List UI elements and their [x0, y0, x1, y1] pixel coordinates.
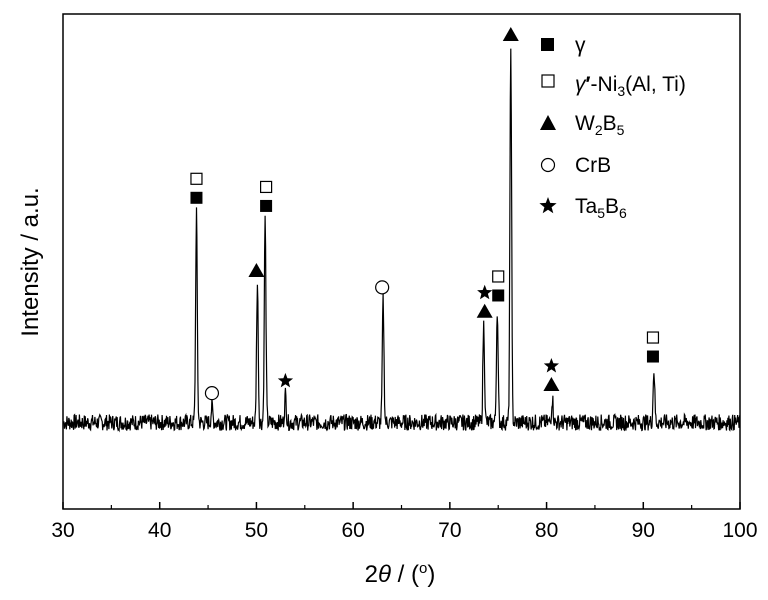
phase-marker-filled-square — [646, 350, 659, 363]
phase-marker-filled-star — [543, 358, 559, 373]
legend-filled-triangle-icon — [540, 115, 556, 130]
phase-marker-open-circle — [375, 280, 390, 295]
legend-label-w2b5: W2B5 — [575, 112, 625, 138]
x-tick-label: 80 — [535, 519, 558, 542]
legend-filled-star-icon — [539, 197, 557, 214]
phase-marker-filled-star — [477, 284, 493, 300]
legend-label-crb: CrB — [575, 154, 611, 177]
x-axis-label: 2θ / (o) — [365, 560, 436, 588]
phase-marker-open-square — [260, 180, 273, 194]
x-tick-label: 70 — [438, 519, 461, 542]
x-axis-ticks: 30 40 50 60 70 80 90 100 — [51, 502, 758, 542]
legend-filled-square-icon — [541, 38, 554, 51]
x-tick-label: 100 — [722, 519, 757, 542]
legend-label-ta5b6: Ta5B6 — [575, 195, 627, 221]
phase-marker-filled-triangle — [476, 303, 493, 318]
phase-marker-filled-square — [260, 199, 273, 212]
phase-marker-open-square — [492, 270, 505, 283]
x-tick-label: 60 — [341, 519, 364, 542]
y-axis-label: Intensity / a.u. — [17, 187, 44, 336]
phase-marker-filled-star — [277, 372, 294, 388]
x-tick-label: 40 — [148, 519, 171, 542]
legend-label-gamma-prime: γ′-Ni3(Al, Ti) — [575, 73, 686, 99]
phase-marker-open-circle — [204, 386, 220, 401]
legend-label-gamma: γ — [575, 34, 586, 57]
phase-marker-filled-triangle — [502, 27, 519, 41]
phase-marker-filled-square — [492, 289, 505, 302]
phase-marker-filled-square — [190, 191, 203, 204]
phase-marker-open-square — [646, 331, 660, 344]
phase-markers — [190, 27, 660, 401]
phase-marker-filled-triangle — [248, 263, 265, 278]
x-tick-label: 30 — [51, 519, 74, 542]
x-tick-label: 50 — [245, 519, 268, 542]
legend-open-square-icon — [541, 74, 555, 88]
phase-marker-filled-triangle — [543, 377, 560, 392]
x-tick-label: 90 — [632, 519, 655, 542]
phase-marker-open-square — [190, 172, 203, 185]
xrd-pattern-line — [62, 48, 741, 433]
legend-open-circle-icon — [540, 157, 556, 173]
legend: γ γ′-Ni3(Al, Ti) W2B5 CrB Ta5B6 — [539, 34, 686, 221]
